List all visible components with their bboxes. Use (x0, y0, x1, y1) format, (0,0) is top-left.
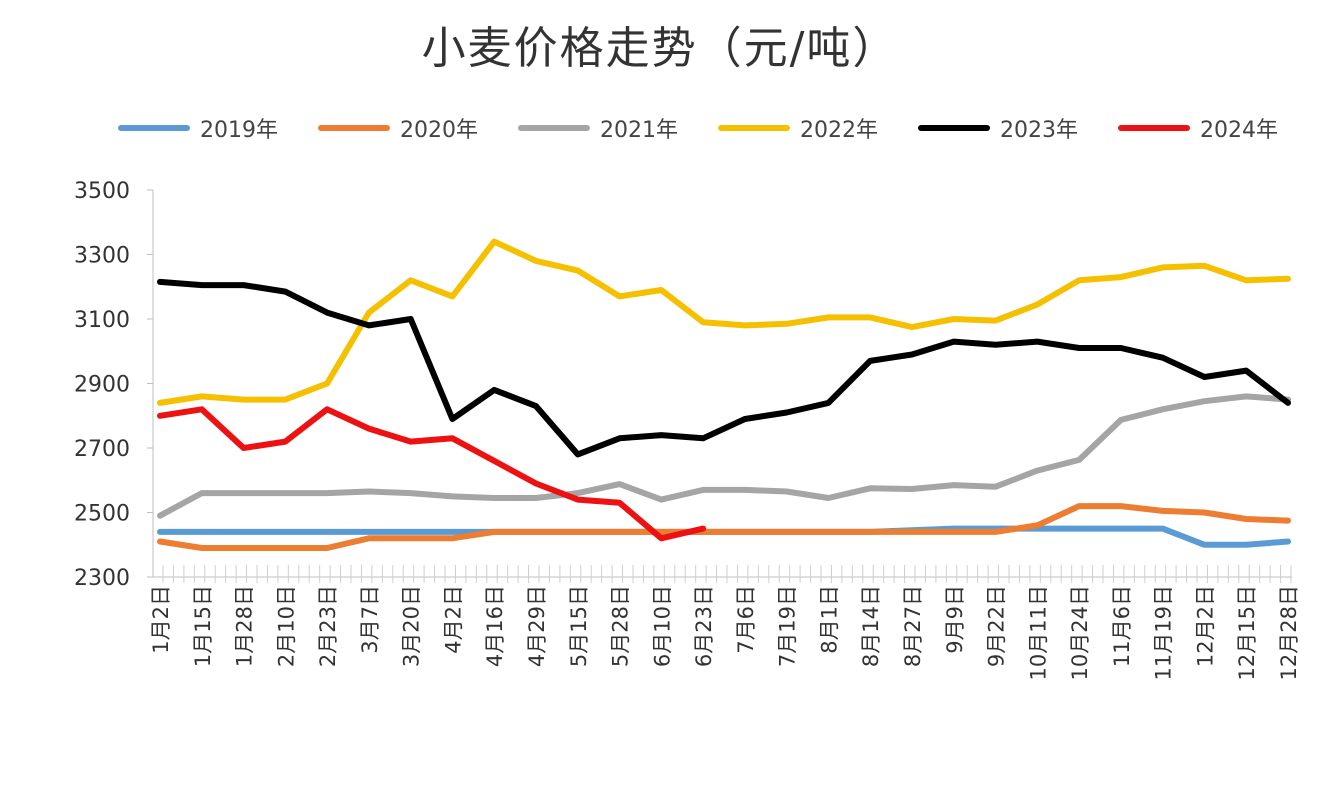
x-tick-label: 11月19日 (1152, 585, 1176, 680)
series-line-2022年 (157, 238, 1291, 406)
legend-item: 2023年 (918, 112, 1078, 144)
x-tick-label: 1月28日 (233, 585, 257, 667)
x-tick-label: 8月27日 (901, 585, 925, 667)
x-tick-label: 4月29日 (525, 585, 549, 667)
y-tick-label: 3300 (74, 244, 130, 269)
x-tick-label: 10月11日 (1026, 585, 1050, 680)
series-line-2021年 (157, 393, 1291, 519)
legend-swatch (118, 125, 190, 131)
legend-swatch (718, 125, 790, 131)
y-tick-label: 2700 (74, 437, 130, 462)
y-tick-label: 2300 (74, 566, 130, 591)
x-tick-label: 4月2日 (441, 585, 465, 654)
legend-label: 2021年 (600, 118, 678, 143)
x-tick-label: 8月1日 (817, 585, 841, 654)
legend-item: 2022年 (718, 112, 878, 144)
x-tick-label: 6月23日 (692, 585, 716, 667)
y-tick-label: 3500 (74, 179, 130, 204)
legend-item: 2020年 (318, 112, 478, 144)
y-tick-label: 2900 (74, 373, 130, 398)
y-tick-label: 2500 (74, 502, 130, 527)
legend-label: 2024年 (1200, 118, 1278, 143)
legend-item: 2021年 (518, 112, 678, 144)
legend-swatch (1118, 125, 1190, 131)
x-tick-label: 4月16日 (483, 585, 507, 667)
x-tick-label: 6月10日 (650, 585, 674, 667)
x-tick-label: 10月24日 (1068, 585, 1092, 680)
x-tick-label: 7月6日 (734, 585, 758, 654)
x-tick-label: 12月15日 (1235, 585, 1259, 680)
x-tick-label: 3月7日 (358, 585, 382, 654)
legend: 2019年 2020年 2021年 2022年 2023年 2024年 (118, 112, 1318, 144)
x-tick-label: 7月19日 (776, 585, 800, 667)
legend-label: 2023年 (1000, 118, 1078, 143)
x-tick-label: 2月10日 (274, 585, 298, 667)
chart-title: 小麦价格走势（元/吨） (421, 23, 899, 74)
legend-label: 2019年 (200, 118, 278, 143)
legend-swatch (318, 125, 390, 131)
x-tick-label: 8月14日 (859, 585, 883, 667)
legend-item: 2019年 (118, 112, 278, 144)
x-tick-label: 12月28日 (1277, 585, 1301, 680)
legend-label: 2020年 (400, 118, 478, 143)
x-tick-label: 2月23日 (316, 585, 340, 667)
legend-label: 2022年 (800, 118, 878, 143)
legend-item: 2024年 (1118, 112, 1278, 144)
series-line-2024年 (157, 406, 707, 542)
series-line-2023年 (157, 278, 1291, 458)
x-tick-label: 1月15日 (191, 585, 215, 667)
x-tick-label: 5月15日 (567, 585, 591, 667)
legend-swatch (918, 125, 990, 131)
x-tick-label: 3月20日 (400, 585, 424, 667)
legend-swatch (518, 125, 590, 131)
x-tick-label: 5月28日 (609, 585, 633, 667)
x-tick-label: 12月2日 (1193, 585, 1217, 667)
x-tick-label: 11月6日 (1110, 585, 1134, 667)
x-tick-label: 9月9日 (943, 585, 967, 654)
series-line-2020年 (157, 503, 1291, 551)
y-tick-label: 3100 (74, 308, 130, 333)
x-tick-label: 9月22日 (985, 585, 1009, 667)
x-tick-label: 1月2日 (149, 585, 173, 654)
